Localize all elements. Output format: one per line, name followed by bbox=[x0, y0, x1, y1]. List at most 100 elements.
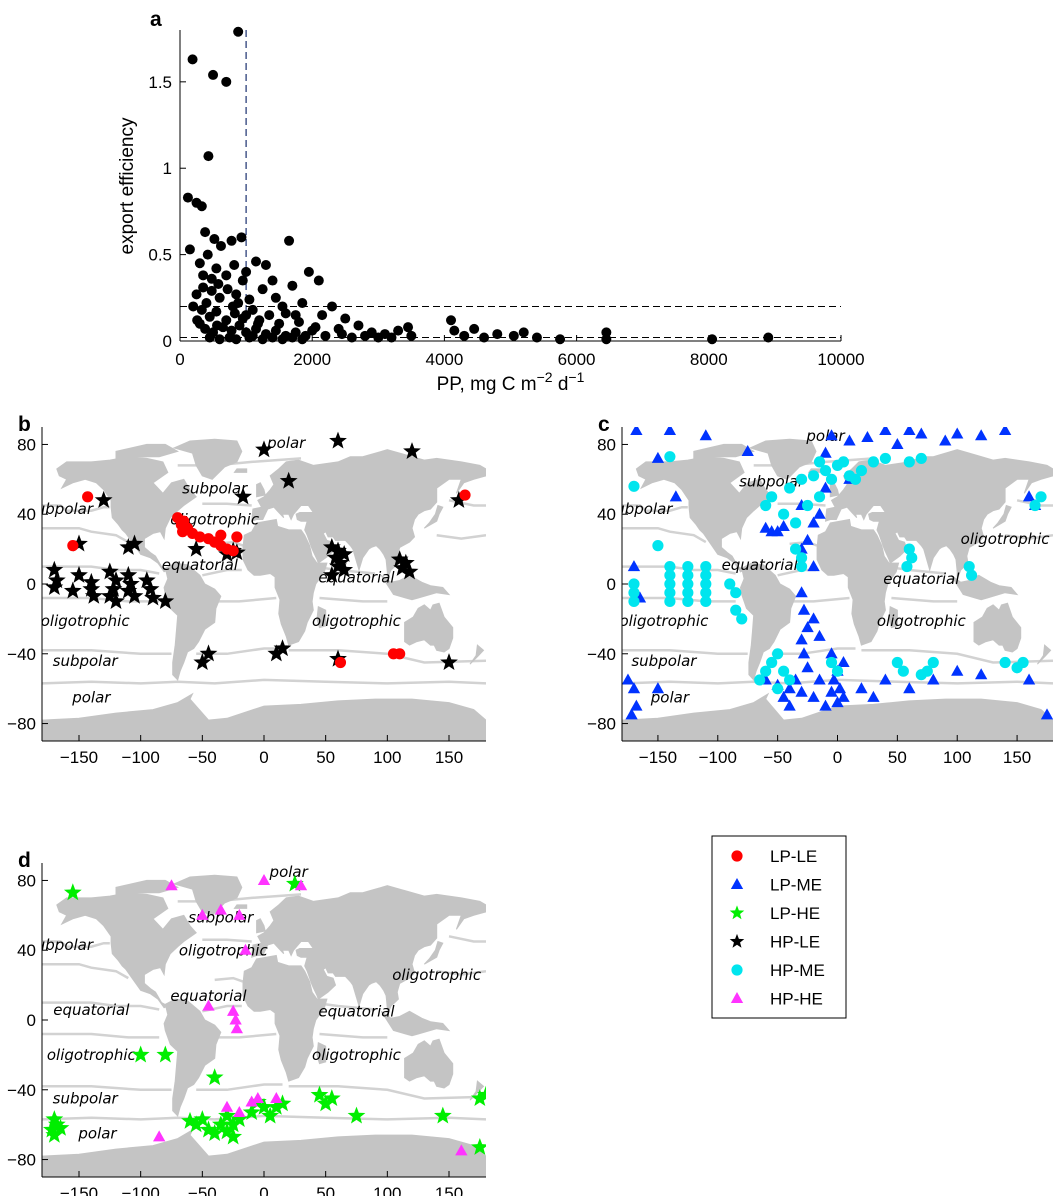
map-y-tick-label: −80 bbox=[587, 715, 616, 734]
map-point-lp-he bbox=[242, 1103, 261, 1121]
x-tick-label: 6000 bbox=[558, 350, 596, 369]
map-point-hp-me bbox=[682, 569, 694, 581]
region-boundary bbox=[202, 502, 252, 507]
x-axis-label-part: −2 bbox=[537, 369, 553, 385]
map-y-tick-label: −40 bbox=[7, 645, 36, 664]
map-point-lp-me bbox=[879, 427, 892, 436]
land-mass bbox=[242, 518, 328, 646]
map-point-lp-me bbox=[903, 682, 916, 694]
data-point bbox=[290, 310, 301, 321]
map-point-hp-le bbox=[187, 539, 206, 557]
land-mass bbox=[950, 574, 1019, 601]
map-point-hp-le bbox=[125, 534, 144, 552]
land-mass bbox=[423, 940, 444, 965]
map-point-hp-me bbox=[784, 674, 796, 686]
data-point bbox=[252, 318, 263, 329]
map-point-lp-me bbox=[627, 682, 641, 694]
map-point-hp-me bbox=[1017, 656, 1029, 669]
map-point-lp-he bbox=[47, 1115, 66, 1133]
map-point-hp-le bbox=[47, 571, 66, 589]
data-point bbox=[198, 282, 209, 293]
map-point-lp-he bbox=[470, 1137, 486, 1155]
map-point-hp-me bbox=[682, 587, 694, 599]
map-point-lp-he bbox=[63, 883, 82, 901]
legend: LP-LE LP-ME LP-HE HP-LE HP-ME HP-HE bbox=[711, 835, 847, 1019]
map-point-hp-le bbox=[403, 442, 421, 459]
data-point bbox=[209, 234, 220, 245]
data-point bbox=[393, 325, 404, 336]
data-point bbox=[237, 275, 248, 286]
map-point-lp-he bbox=[477, 1085, 486, 1103]
region-boundary bbox=[196, 1083, 283, 1092]
map-point-hp-le bbox=[273, 639, 292, 657]
map-point-hp-me bbox=[664, 578, 676, 590]
data-point bbox=[469, 323, 480, 334]
data-point bbox=[200, 227, 211, 238]
region-label: subpolar bbox=[631, 652, 697, 670]
data-point bbox=[222, 284, 233, 295]
land-mass bbox=[1036, 644, 1052, 665]
data-point bbox=[213, 278, 224, 289]
map-point-hp-he bbox=[251, 1092, 264, 1104]
map-point-hp-me bbox=[730, 604, 742, 616]
land-mass bbox=[739, 562, 797, 681]
map-y-tick-label: 40 bbox=[17, 941, 36, 960]
region-boundary bbox=[42, 962, 129, 980]
map-area-d: polar subpolar subpolar oligotrophic oligotr… bbox=[42, 863, 486, 1177]
data-point bbox=[187, 54, 198, 65]
map-point-hp-me bbox=[819, 465, 832, 477]
panel-label-c: c bbox=[598, 413, 610, 436]
land-mass bbox=[56, 456, 197, 573]
map-y-tick-label: 80 bbox=[17, 435, 36, 454]
map-point-hp-me bbox=[682, 578, 694, 590]
map-point-lp-me bbox=[651, 682, 665, 694]
map-point-hp-me bbox=[760, 499, 772, 512]
map-point-lp-he bbox=[45, 1125, 64, 1143]
map-point-hp-me bbox=[682, 595, 694, 608]
map-point-hp-me bbox=[664, 595, 676, 608]
map-point-hp-me bbox=[778, 665, 790, 677]
land-mass bbox=[423, 504, 444, 529]
map-x-tick-label: 0 bbox=[833, 748, 842, 767]
map-point-hp-he bbox=[165, 879, 178, 891]
map-point-lp-he bbox=[131, 1045, 150, 1063]
map-point-hp-le bbox=[329, 557, 347, 575]
map-y-tick-label: 80 bbox=[17, 871, 36, 890]
map-point-hp-me bbox=[807, 470, 820, 482]
map-point-hp-le bbox=[119, 538, 138, 555]
map-point-hp-le bbox=[335, 560, 354, 578]
map-point-lp-me bbox=[975, 429, 988, 441]
data-point bbox=[287, 332, 298, 343]
data-point bbox=[192, 315, 203, 326]
map-y-tick-label: 0 bbox=[27, 575, 36, 594]
land-mass bbox=[42, 1128, 486, 1177]
map-point-lp-me bbox=[867, 690, 880, 702]
data-point bbox=[241, 266, 252, 277]
map-point-hp-me bbox=[664, 451, 676, 463]
data-point bbox=[297, 334, 308, 345]
map-point-lp-me bbox=[801, 621, 814, 633]
region-label: equatorial bbox=[162, 556, 239, 574]
map-point-lp-me bbox=[795, 685, 808, 697]
map-y-tick-label: 0 bbox=[27, 1011, 36, 1030]
region-label: oligotrophic bbox=[312, 612, 402, 630]
map-point-lp-he bbox=[205, 1068, 224, 1086]
map-point-hp-me bbox=[831, 665, 844, 677]
map-point-lp-he bbox=[316, 1094, 335, 1112]
data-point bbox=[601, 327, 612, 338]
region-label: oligotrophic bbox=[877, 612, 967, 630]
region-label: oligotrophic bbox=[170, 511, 260, 529]
map-point-hp-me bbox=[796, 552, 808, 564]
region-boundary bbox=[861, 649, 1053, 664]
data-point bbox=[373, 332, 384, 343]
land-mass bbox=[256, 918, 266, 934]
map-point-hp-le bbox=[156, 592, 175, 610]
legend-marker-lp-he bbox=[729, 905, 745, 920]
map-point-hp-me bbox=[766, 491, 778, 503]
map-point-hp-he bbox=[233, 908, 246, 920]
region-label: subpolar bbox=[53, 652, 119, 670]
map-point-lp-me bbox=[951, 427, 964, 439]
land-mass bbox=[404, 602, 454, 653]
map-point-lp-me bbox=[651, 451, 665, 463]
map-point-lp-me bbox=[879, 673, 892, 685]
